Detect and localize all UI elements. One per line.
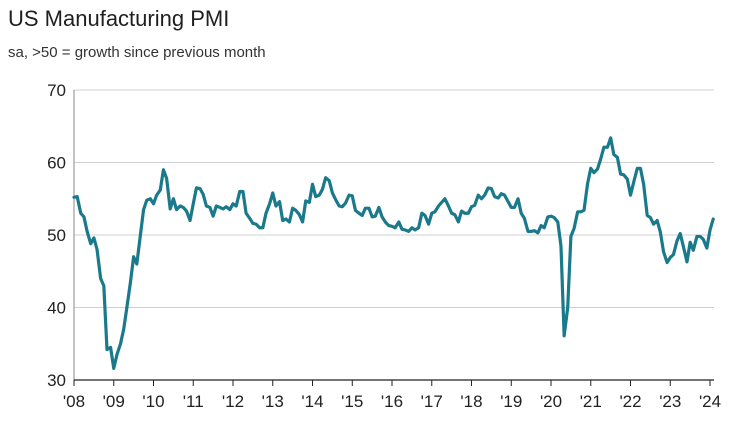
chart-title: US Manufacturing PMI [8,6,230,31]
x-tick-label-2015: '15 [341,392,363,411]
x-tick-label-2022: '22 [619,392,641,411]
x-tick-label-2023: '23 [659,392,681,411]
x-tick-label-2024: '24 [699,392,721,411]
gridlines [74,89,714,308]
x-tick-label-2010: '10 [142,392,164,411]
x-tick-label-2013: '13 [262,392,284,411]
y-tick-label-30: 30 [47,371,66,390]
y-tick-label-60: 60 [47,154,66,173]
x-axis: '08 '09 '10 '11 '12 '13 '14 '15 '16 '17 '18 '19 '20 '… [63,90,721,411]
series-layer [72,136,715,370]
y-tick-label-50: 50 [47,226,66,245]
y-tick-label-40: 40 [47,299,66,318]
x-tick-label-2014: '14 [301,392,323,411]
series-line-0 [72,136,715,370]
y-axis-ticks: 30 40 50 60 70 [47,81,66,390]
x-tick-label-2018: '18 [460,392,482,411]
x-tick-label-2008: '08 [63,392,85,411]
y-tick-label-70: 70 [47,81,66,100]
x-tick-label-2016: '16 [381,392,403,411]
x-tick-label-2012: '12 [222,392,244,411]
x-tick-label-2019: '19 [500,392,522,411]
x-tick-label-2020: '20 [540,392,562,411]
x-tick-label-2021: '21 [580,392,602,411]
chart-subtitle: sa, >50 = growth since previous month [8,44,266,61]
x-tick-label-2009: '09 [103,392,125,411]
x-tick-label-2011: '11 [183,392,204,411]
x-tick-label-2017: '17 [421,392,443,411]
